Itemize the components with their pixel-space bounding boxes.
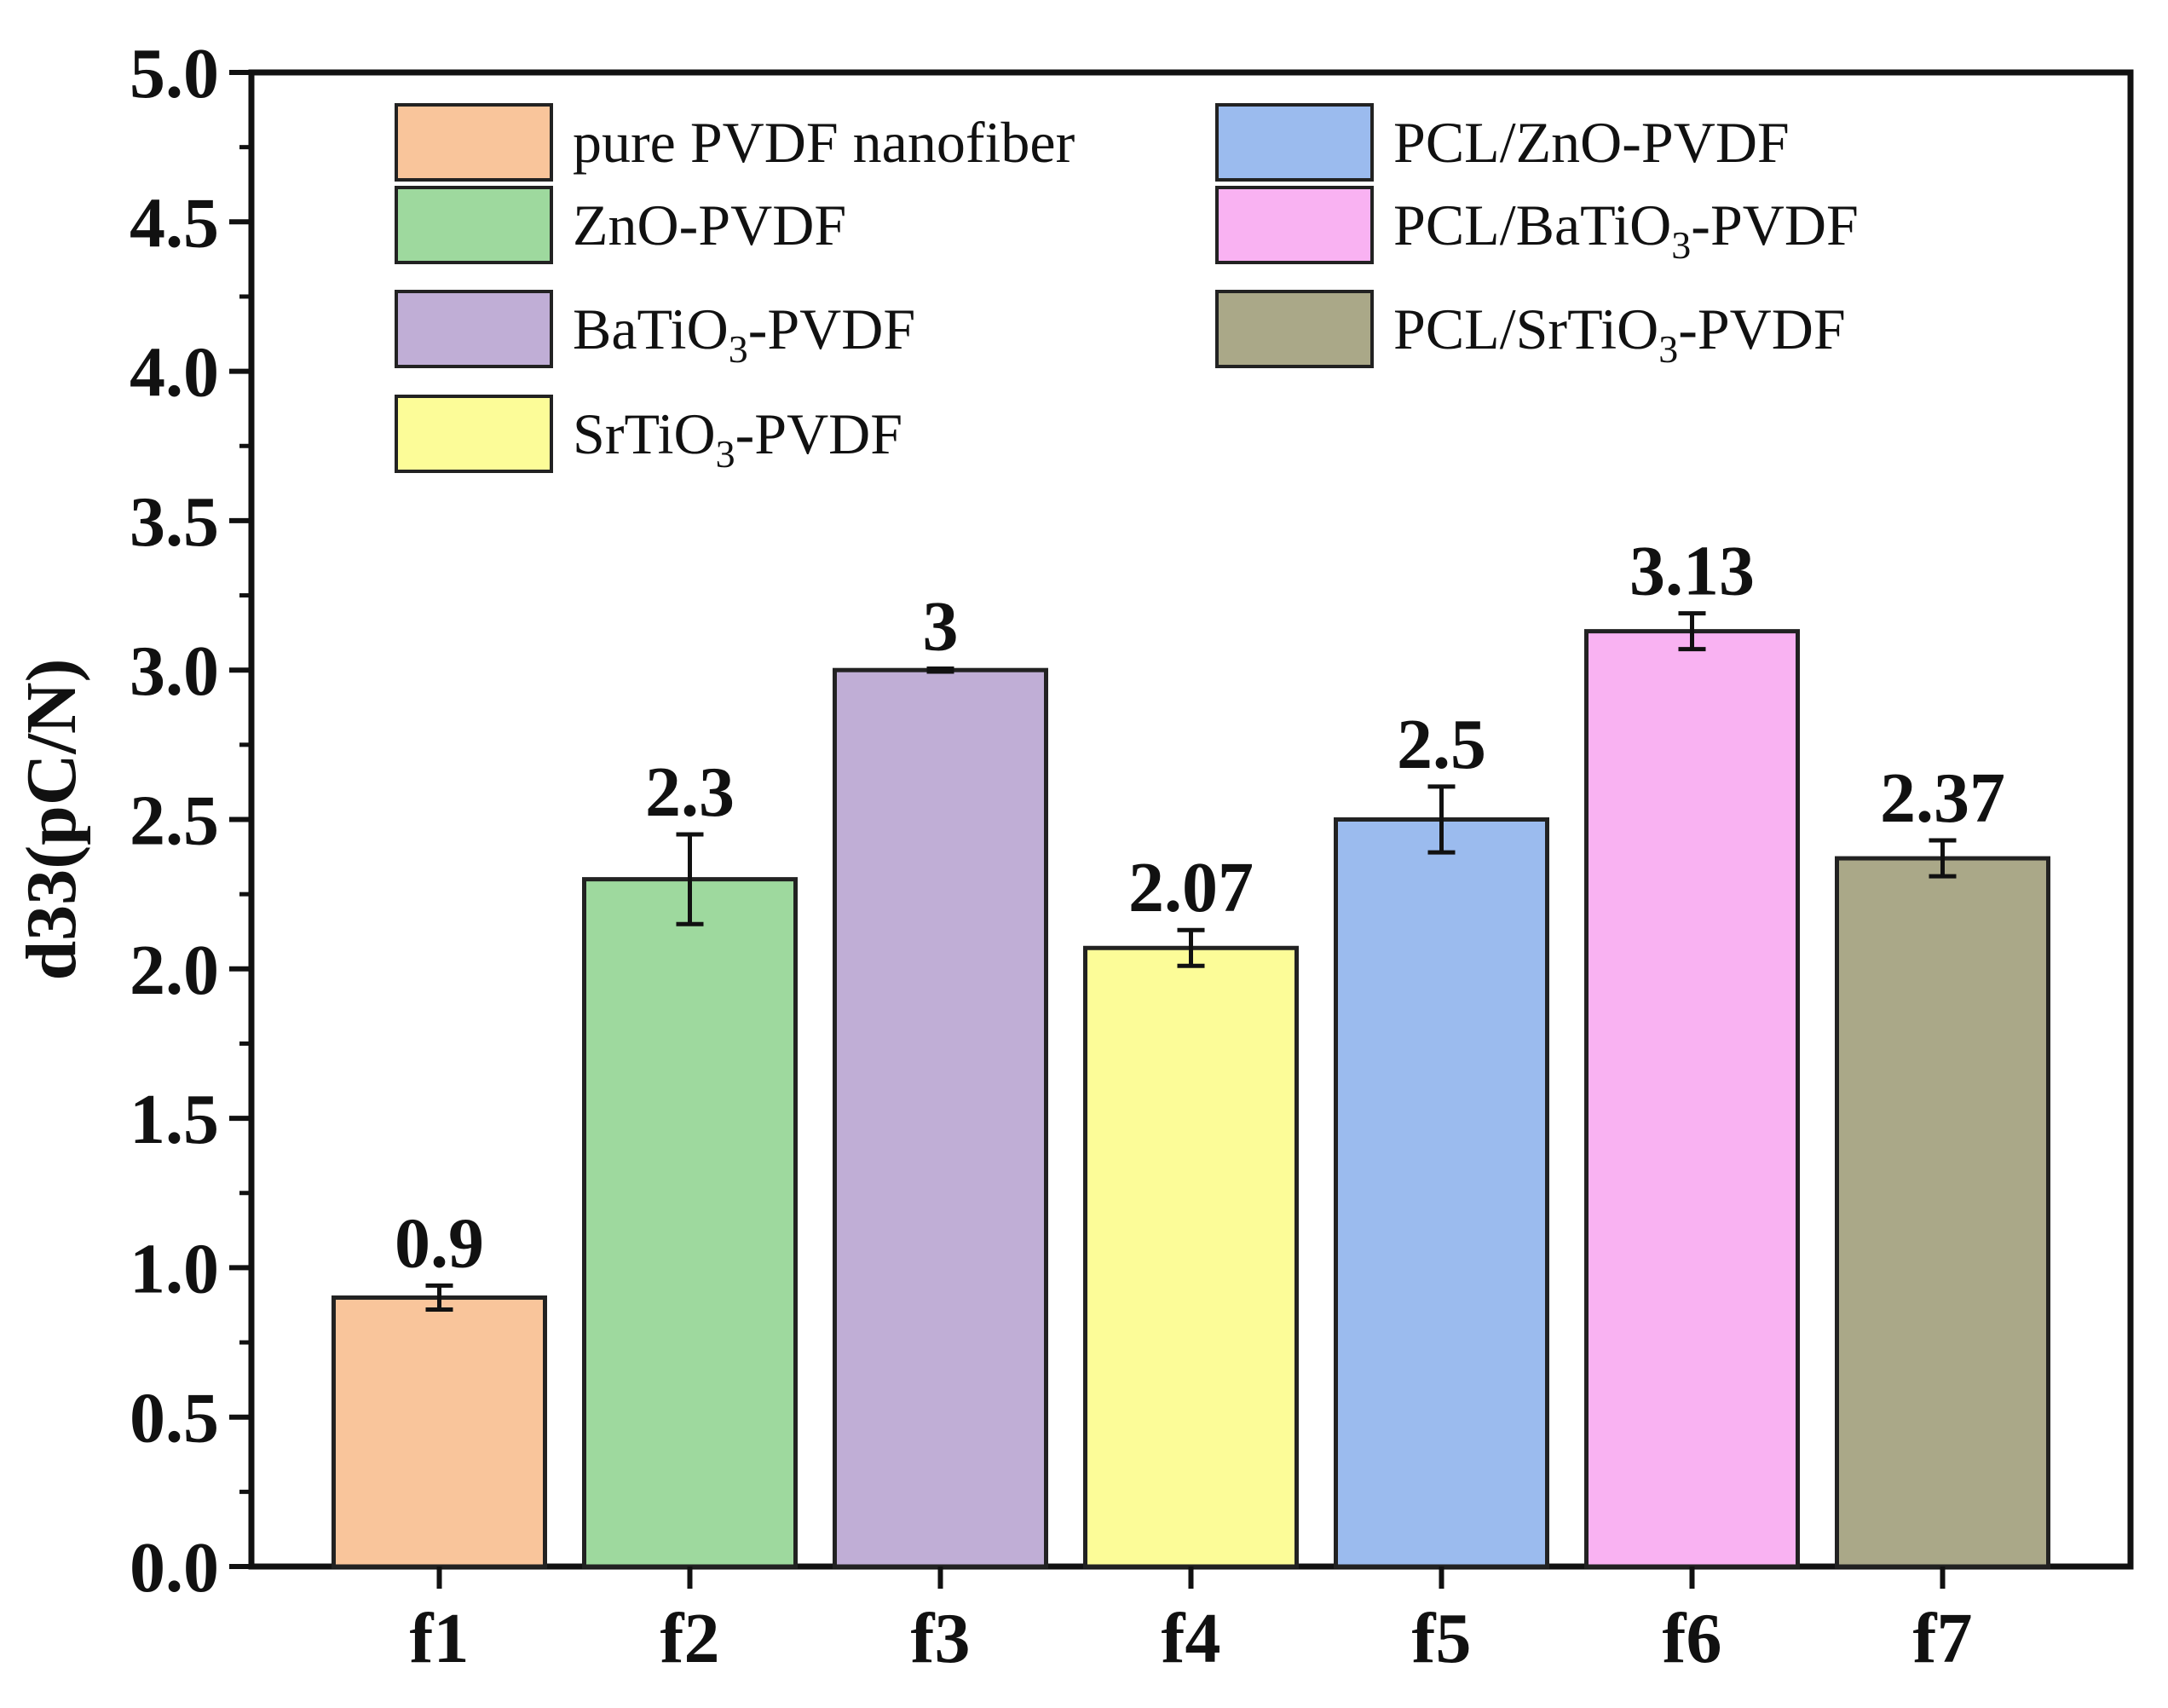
- y-tick-label: 2.0: [130, 931, 219, 1010]
- y-tick-label: 2.5: [130, 782, 219, 861]
- legend-label-suffix: -PVDF: [1691, 193, 1859, 257]
- data-label-f5: 2.5: [1397, 705, 1486, 784]
- y-tick-label: 4.5: [130, 183, 219, 263]
- x-tick-label-f6: f6: [1663, 1599, 1722, 1678]
- legend-label-subscript: 3: [729, 327, 748, 371]
- bar-f4: [1083, 945, 1299, 1569]
- legend-item: ZnO-PVDF: [395, 186, 846, 264]
- data-label-f4: 2.07: [1128, 848, 1254, 927]
- bar-f2: [582, 877, 798, 1569]
- legend-label-base: pure PVDF nanofiber: [573, 110, 1075, 175]
- y-axis-label: d33(pC/N): [12, 658, 91, 980]
- data-label-f2: 2.3: [645, 753, 735, 832]
- legend-item: BaTiO3-PVDF: [395, 290, 915, 371]
- legend-swatch: [1215, 290, 1374, 368]
- data-label-f3: 3: [923, 586, 959, 666]
- legend-label-subscript: 3: [1658, 327, 1678, 371]
- x-tick-label-f1: f1: [410, 1599, 470, 1678]
- legend-label-base: PCL/BaTiO: [1393, 193, 1671, 257]
- y-tick-label: 1.5: [130, 1080, 219, 1159]
- x-tick-label-f4: f4: [1162, 1599, 1221, 1678]
- x-tick-label-f3: f3: [911, 1599, 971, 1678]
- x-tick-label-f2: f2: [660, 1599, 720, 1678]
- x-tick-label-f7: f7: [1913, 1599, 1973, 1678]
- y-tick-label: 0.0: [130, 1528, 219, 1607]
- legend-label-suffix: -PVDF: [735, 401, 903, 466]
- legend-label-base: PCL/SrTiO: [1393, 297, 1658, 361]
- legend-label-subscript: 3: [1671, 223, 1691, 267]
- legend-swatch: [395, 290, 553, 368]
- y-tick-label: 1.0: [130, 1229, 219, 1308]
- legend-label: BaTiO3-PVDF: [573, 297, 915, 371]
- bar-f6: [1584, 629, 1800, 1569]
- data-label-f6: 3.13: [1629, 532, 1755, 611]
- data-label-f7: 2.37: [1880, 759, 2005, 838]
- y-tick-label: 4.0: [130, 333, 219, 413]
- y-tick-label: 3.5: [130, 482, 219, 562]
- legend-label-suffix: -PVDF: [748, 297, 916, 361]
- legend-label-subscript: 3: [716, 432, 735, 476]
- y-tick-label: 3.0: [130, 632, 219, 711]
- legend-item: PCL/BaTiO3-PVDF: [1215, 186, 1859, 267]
- legend-item: pure PVDF nanofiber: [395, 103, 1075, 182]
- legend-label: SrTiO3-PVDF: [573, 401, 902, 476]
- bar-f7: [1835, 856, 2050, 1569]
- legend-item: SrTiO3-PVDF: [395, 395, 902, 476]
- legend-label: PCL/SrTiO3-PVDF: [1393, 297, 1846, 371]
- legend-label-base: BaTiO: [573, 297, 729, 361]
- legend-label: ZnO-PVDF: [573, 193, 846, 257]
- legend-label: PCL/BaTiO3-PVDF: [1393, 193, 1859, 267]
- y-tick-label: 0.5: [130, 1379, 219, 1458]
- y-tick-label: 5.0: [130, 34, 219, 113]
- legend-swatch: [395, 186, 553, 264]
- legend-swatch: [1215, 103, 1374, 182]
- data-label-f1: 0.9: [395, 1203, 484, 1283]
- legend-label-base: ZnO-PVDF: [573, 193, 846, 257]
- legend-label-base: PCL/ZnO-PVDF: [1393, 110, 1790, 175]
- legend-item: PCL/ZnO-PVDF: [1215, 103, 1790, 182]
- legend-swatch: [395, 103, 553, 182]
- bar-f3: [833, 667, 1048, 1569]
- bar-f5: [1334, 817, 1549, 1569]
- legend-swatch: [1215, 186, 1374, 264]
- legend-label: pure PVDF nanofiber: [573, 110, 1075, 175]
- x-tick-label-f5: f5: [1412, 1599, 1472, 1678]
- legend-label-suffix: -PVDF: [1678, 297, 1846, 361]
- legend-item: PCL/SrTiO3-PVDF: [1215, 290, 1846, 371]
- legend-label-base: SrTiO: [573, 401, 716, 466]
- bar-f1: [332, 1295, 547, 1569]
- legend-label: PCL/ZnO-PVDF: [1393, 110, 1790, 175]
- legend-swatch: [395, 395, 553, 473]
